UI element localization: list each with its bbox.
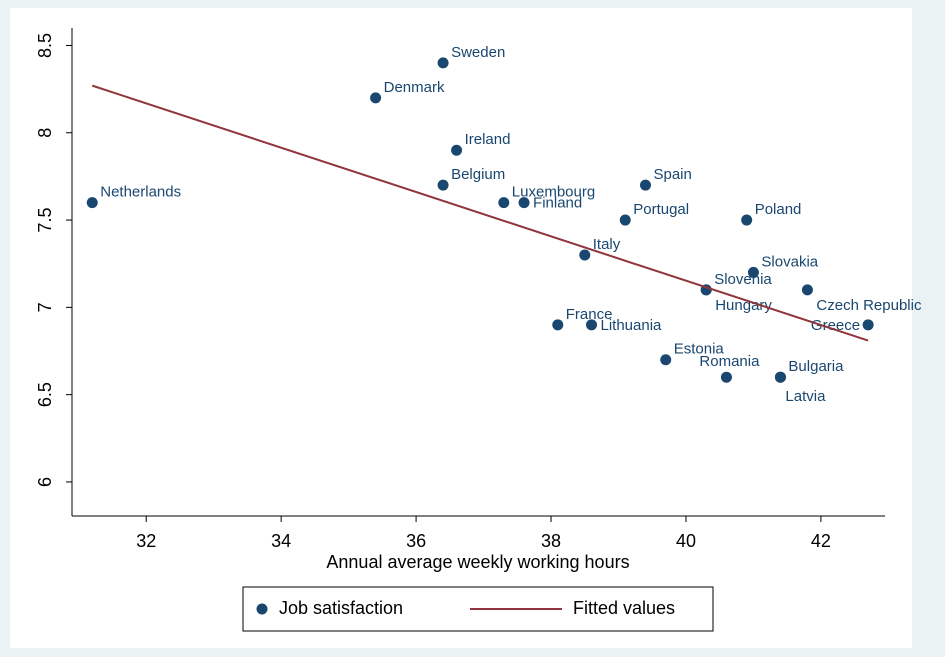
point-label: Slovenia <box>714 271 772 288</box>
point-label: Latvia <box>785 388 826 405</box>
fit-line <box>91 84 869 342</box>
point-label: Finland <box>533 195 582 212</box>
x-tick-label: 36 <box>406 531 426 551</box>
point <box>552 319 564 331</box>
legend-label: Job satisfaction <box>279 598 403 618</box>
point <box>451 144 463 156</box>
point-label: Netherlands <box>100 184 181 201</box>
y-tick-label: 8 <box>35 128 55 138</box>
point <box>774 371 786 383</box>
point-label: Estonia <box>674 341 725 358</box>
point-label: Hungary <box>715 297 772 314</box>
y-tick-label: 7 <box>35 302 55 312</box>
legend-label: Fitted values <box>573 598 675 618</box>
legend-key <box>256 603 268 615</box>
point-label: France <box>566 306 613 323</box>
x-tick-label: 32 <box>136 531 156 551</box>
point <box>86 197 98 209</box>
point <box>660 354 672 366</box>
x-tick-label: 34 <box>271 531 291 551</box>
point-label: Bulgaria <box>788 358 844 375</box>
point-label: Denmark <box>384 79 445 96</box>
point <box>741 214 753 226</box>
x-tick-label: 40 <box>676 531 696 551</box>
point-label: Lithuania <box>601 317 663 334</box>
point-label: Romania <box>699 353 760 370</box>
point <box>437 57 449 69</box>
point-label: Greece <box>811 317 860 334</box>
point-label: Sweden <box>451 44 505 61</box>
point <box>437 179 449 191</box>
point-label: Czech Republic <box>816 297 922 314</box>
point <box>498 197 510 209</box>
point <box>579 249 591 261</box>
point-label: Poland <box>755 201 802 218</box>
y-tick-label: 6.5 <box>35 382 55 407</box>
point-label: Spain <box>653 166 691 183</box>
point-label: Italy <box>593 236 621 253</box>
point <box>586 319 598 331</box>
point <box>619 214 631 226</box>
point <box>862 319 874 331</box>
x-axis-title: Annual average weekly working hours <box>326 552 629 572</box>
point <box>370 92 382 104</box>
point-label: Luxembourg <box>512 184 595 201</box>
point <box>720 371 732 383</box>
x-tick-label: 38 <box>541 531 561 551</box>
point-label: Portugal <box>633 201 689 218</box>
point-label: Slovakia <box>761 253 818 270</box>
x-tick-label: 42 <box>811 531 831 551</box>
point <box>747 266 759 278</box>
y-tick-label: 8.5 <box>35 33 55 58</box>
point <box>801 284 813 296</box>
point <box>518 197 530 209</box>
point <box>639 179 651 191</box>
y-tick-label: 7.5 <box>35 208 55 233</box>
plot-background <box>10 8 912 648</box>
point-label: Belgium <box>451 166 505 183</box>
point-label: Ireland <box>465 131 511 148</box>
y-tick-label: 6 <box>35 477 55 487</box>
